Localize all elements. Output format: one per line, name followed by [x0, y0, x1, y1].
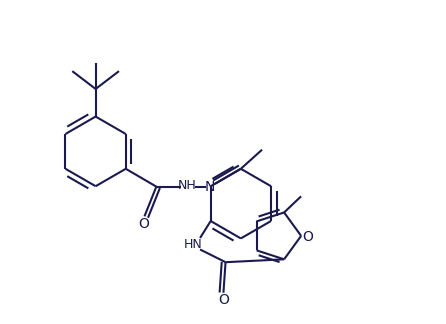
Text: N: N [205, 179, 215, 194]
Text: O: O [218, 293, 229, 307]
Text: NH: NH [178, 179, 196, 192]
Text: O: O [138, 217, 149, 231]
Text: O: O [302, 230, 314, 244]
Text: HN: HN [183, 238, 202, 251]
